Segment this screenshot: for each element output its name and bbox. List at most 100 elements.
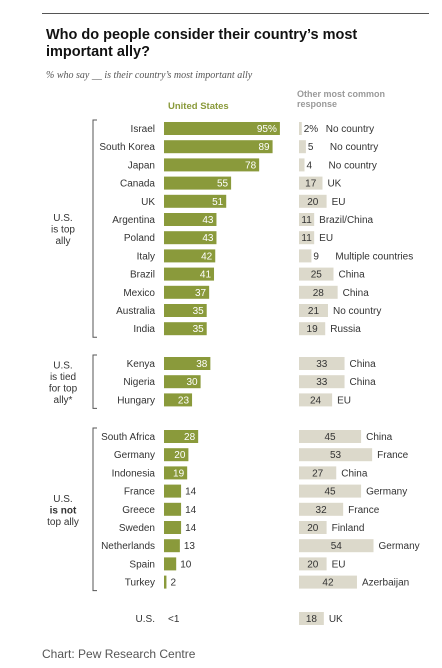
other-value-label: 24 bbox=[310, 395, 322, 406]
country-label: Italy bbox=[137, 251, 155, 262]
us-value-label: 51 bbox=[212, 197, 224, 208]
us-bar bbox=[164, 231, 217, 245]
us-value-label: 89 bbox=[258, 142, 270, 153]
country-label: Israel bbox=[131, 124, 155, 135]
other-bar bbox=[299, 267, 334, 281]
group-label-line: ally bbox=[55, 236, 70, 247]
country-label: Germany bbox=[114, 450, 155, 461]
country-label: Spain bbox=[129, 559, 155, 570]
other-value-label: 11 bbox=[301, 233, 312, 244]
other-country-label: Finland bbox=[332, 523, 365, 534]
other-bar bbox=[299, 448, 373, 462]
other-value-label: 2% bbox=[304, 124, 319, 135]
us-value-label: 78 bbox=[245, 160, 257, 171]
country-label: Poland bbox=[124, 233, 155, 244]
other-country-label: China bbox=[339, 270, 366, 281]
us-bar bbox=[164, 521, 182, 534]
us-value-label: 13 bbox=[184, 541, 196, 552]
other-value-label: 18 bbox=[306, 614, 318, 625]
other-value-label: 45 bbox=[324, 487, 336, 498]
other-value-label: 54 bbox=[331, 541, 343, 552]
us-bar bbox=[164, 176, 232, 190]
other-country-label: No country bbox=[326, 124, 374, 135]
us-bar bbox=[164, 393, 193, 407]
us-value-label: <1 bbox=[168, 614, 180, 625]
other-country-label: EU bbox=[319, 233, 333, 244]
us-value-label: 95% bbox=[257, 124, 277, 135]
other-value-label: 28 bbox=[313, 288, 325, 299]
us-bar bbox=[164, 430, 199, 443]
other-country-label: EU bbox=[332, 559, 346, 570]
other-country-label: China bbox=[341, 468, 368, 479]
us-bar bbox=[164, 484, 182, 498]
us-value-label: 37 bbox=[195, 288, 207, 299]
group-bracket bbox=[92, 427, 97, 592]
other-value-label: 21 bbox=[308, 306, 320, 317]
us-value-label: 38 bbox=[196, 359, 208, 370]
us-bar bbox=[164, 158, 260, 172]
other-value-label: 45 bbox=[324, 432, 336, 443]
other-value-label: 42 bbox=[322, 578, 334, 589]
other-value-label: 4 bbox=[307, 160, 313, 171]
country-label: Netherlands bbox=[101, 541, 155, 552]
other-country-label: France bbox=[348, 505, 380, 516]
other-value-label: 17 bbox=[305, 179, 317, 190]
other-country-label: Multiple countries bbox=[335, 251, 413, 262]
other-country-label: No country bbox=[330, 142, 378, 153]
other-value-label: 20 bbox=[307, 197, 319, 208]
other-bar bbox=[299, 122, 302, 135]
country-label: Canada bbox=[120, 179, 155, 190]
us-value-label: 41 bbox=[200, 270, 212, 281]
us-bar bbox=[164, 140, 273, 154]
us-bar bbox=[164, 194, 227, 208]
other-bar bbox=[299, 304, 328, 317]
us-value-label: 28 bbox=[184, 432, 196, 443]
other-country-label: Azerbaijan bbox=[362, 578, 409, 589]
group-label-line: top ally bbox=[47, 517, 79, 528]
us-value-label: 19 bbox=[173, 468, 185, 479]
other-country-label: China bbox=[343, 288, 370, 299]
other-value-label: 25 bbox=[311, 270, 323, 281]
us-bar bbox=[164, 322, 207, 336]
other-bar bbox=[299, 430, 362, 443]
other-bar bbox=[299, 231, 315, 245]
us-value-label: 55 bbox=[217, 179, 229, 190]
us-value-label: 42 bbox=[201, 251, 213, 262]
other-bar bbox=[299, 176, 323, 190]
other-bar bbox=[299, 194, 327, 208]
us-bar bbox=[164, 539, 180, 553]
other-bar bbox=[299, 521, 327, 534]
country-label: Japan bbox=[128, 160, 155, 171]
group-bracket bbox=[92, 119, 97, 338]
other-country-label: UK bbox=[329, 614, 343, 625]
us-value-label: 35 bbox=[193, 306, 205, 317]
other-value-label: 5 bbox=[308, 142, 314, 153]
us-value-label: 14 bbox=[185, 523, 197, 534]
column-header-united-states: United States bbox=[168, 101, 229, 112]
country-label: Brazil bbox=[130, 270, 155, 281]
group-label-line: for top bbox=[49, 383, 78, 394]
country-label: France bbox=[124, 487, 156, 498]
us-value-label: 35 bbox=[193, 324, 205, 335]
us-bar bbox=[164, 575, 167, 589]
other-value-label: 27 bbox=[312, 468, 324, 479]
us-value-label: 43 bbox=[202, 233, 214, 244]
us-value-label: 14 bbox=[185, 487, 197, 498]
country-label: Argentina bbox=[112, 215, 155, 226]
chart-subtitle: % who say __ is their country’s most imp… bbox=[46, 70, 253, 81]
other-bar bbox=[299, 213, 315, 226]
other-country-label: No country bbox=[333, 306, 381, 317]
other-bar bbox=[299, 158, 305, 172]
other-value-label: 53 bbox=[330, 450, 342, 461]
other-country-label: Russia bbox=[330, 324, 361, 335]
us-bar bbox=[164, 213, 217, 226]
us-value-label: 2 bbox=[170, 578, 176, 589]
us-bar bbox=[164, 466, 188, 480]
country-label: India bbox=[133, 324, 155, 335]
country-label: Hungary bbox=[117, 395, 155, 406]
us-value-label: 43 bbox=[202, 215, 214, 226]
other-value-label: 9 bbox=[313, 251, 319, 262]
us-value-label: 23 bbox=[178, 395, 190, 406]
us-bar bbox=[164, 357, 211, 370]
other-bar bbox=[299, 502, 344, 516]
